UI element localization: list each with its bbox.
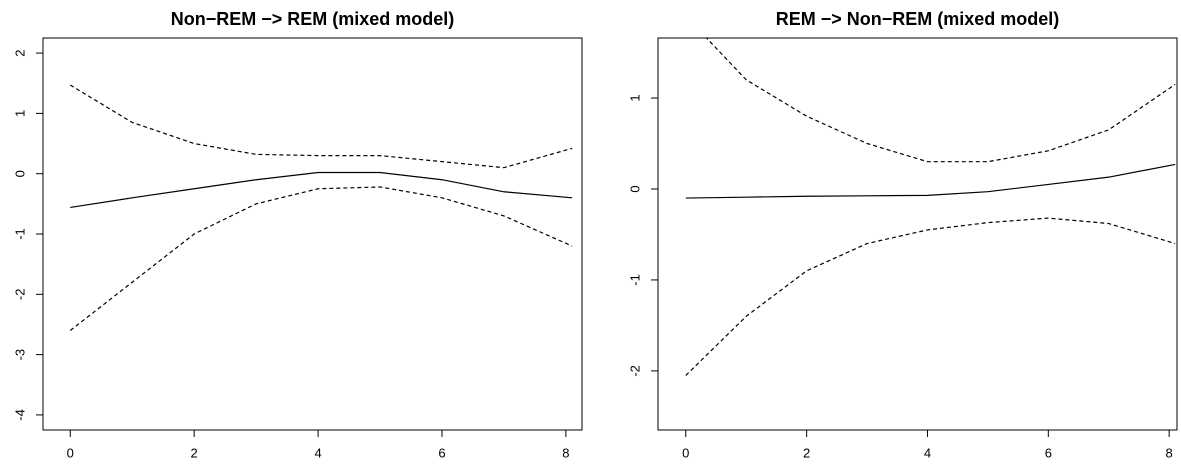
y-tick-label: -4 (12, 409, 27, 421)
x-tick-label: 8 (1166, 445, 1173, 460)
plot-frame (42, 37, 583, 431)
series-line (69, 186, 573, 331)
series-line (69, 84, 573, 169)
y-tick-label: 1 (627, 94, 642, 101)
y-tick-label: -1 (627, 274, 642, 286)
x-tick-label: 6 (1045, 445, 1052, 460)
panel: Non−REM −> REM (mixed model) 0 2 4 6 8 -4 -3 -2 -… (12, 9, 583, 460)
x-tick-label: 4 (924, 445, 931, 460)
series-line (705, 38, 1176, 163)
series-line (685, 163, 1176, 199)
x-tick-label: 8 (562, 445, 569, 460)
series-line (685, 217, 1176, 376)
series-line (70, 171, 573, 209)
plot-frame (657, 37, 1178, 431)
panel: REM −> Non−REM (mixed model) 0 2 4 6 8 -2 -1 0 1 (627, 9, 1178, 460)
y-tick-label: -2 (627, 365, 642, 377)
y-tick-label: -3 (12, 349, 27, 361)
y-tick-label: 0 (627, 185, 642, 192)
y-tick-label: -2 (12, 289, 27, 301)
x-tick-label: 0 (682, 445, 689, 460)
y-tick-label: -1 (12, 228, 27, 240)
chart-title: Non−REM −> REM (mixed model) (171, 9, 455, 29)
x-tick-label: 2 (191, 445, 198, 460)
x-tick-label: 4 (314, 445, 321, 460)
y-tick-label: 0 (12, 170, 27, 177)
y-tick-label: 1 (12, 110, 27, 117)
y-tick-label: 2 (12, 49, 27, 56)
x-tick-label: 6 (438, 445, 445, 460)
x-tick-label: 2 (803, 445, 810, 460)
x-tick-label: 0 (67, 445, 74, 460)
chart-title: REM −> Non−REM (mixed model) (776, 9, 1060, 29)
